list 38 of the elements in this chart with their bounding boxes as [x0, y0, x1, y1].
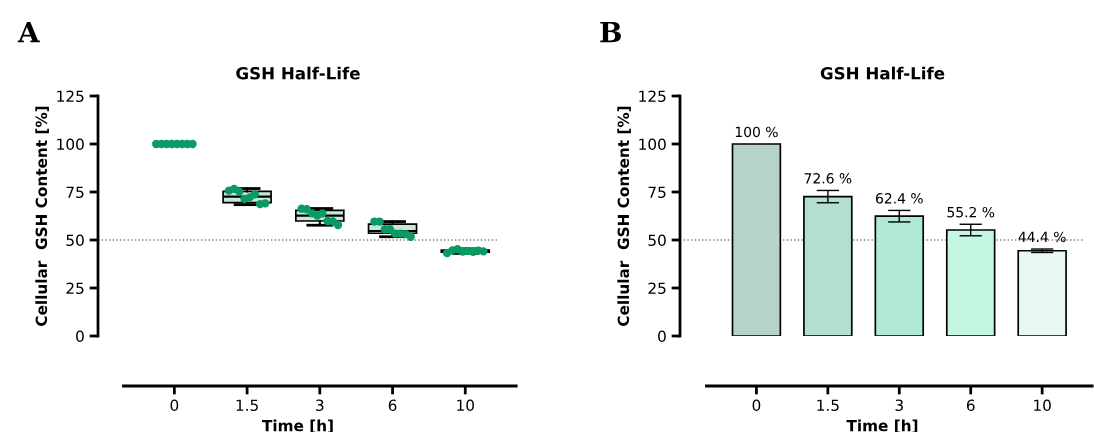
x-tick-label: 6	[388, 399, 397, 412]
y-tick-label: 125	[57, 90, 84, 103]
x-tick-label: 3	[895, 399, 903, 412]
bar	[803, 195, 853, 336]
bar	[945, 229, 996, 336]
chart-title: GSH Half-Life	[820, 66, 945, 80]
y-axis-title: Cellular GSH Content [%]	[35, 106, 49, 326]
chart-title: GSH Half-Life	[236, 66, 360, 80]
y-tick-label: 0	[658, 330, 666, 343]
y-tick-label: 75	[648, 186, 666, 199]
x-tick-label: 10	[457, 399, 474, 412]
data-label: 55.2 %	[947, 206, 995, 218]
y-tick-label: 25	[648, 282, 666, 295]
bar	[1017, 249, 1067, 336]
text: B	[600, 21, 621, 43]
x-tick-label: 0	[752, 399, 761, 412]
y-tick-label: 50	[648, 234, 666, 247]
y-tick-label: 0	[76, 330, 84, 343]
x-tick-label: 0	[170, 399, 179, 412]
bar	[874, 215, 925, 336]
x-tick-label: 10	[1034, 399, 1051, 412]
y-tick-label: 125	[639, 90, 666, 103]
data-label: 44.4 %	[1018, 231, 1066, 243]
x-tick-label: 1.5	[236, 399, 258, 412]
bar	[731, 143, 782, 336]
x-tick-label: 6	[966, 399, 975, 412]
y-tick-label: 100	[57, 138, 84, 151]
y-tick-label: 50	[66, 234, 84, 247]
x-tick-label: 1.5	[817, 399, 839, 412]
data-label: 62.4 %	[875, 193, 923, 204]
y-axis-title: Cellular GSH Content [%]	[617, 106, 631, 326]
y-tick-label: 25	[66, 282, 84, 295]
y-tick-label: 75	[66, 186, 84, 199]
data-label: 100 %	[735, 126, 778, 138]
y-tick-label: 100	[639, 138, 666, 151]
data-label: 72.6 %	[804, 173, 852, 184]
x-tick-label: 3	[316, 399, 324, 412]
text: A	[17, 21, 40, 43]
